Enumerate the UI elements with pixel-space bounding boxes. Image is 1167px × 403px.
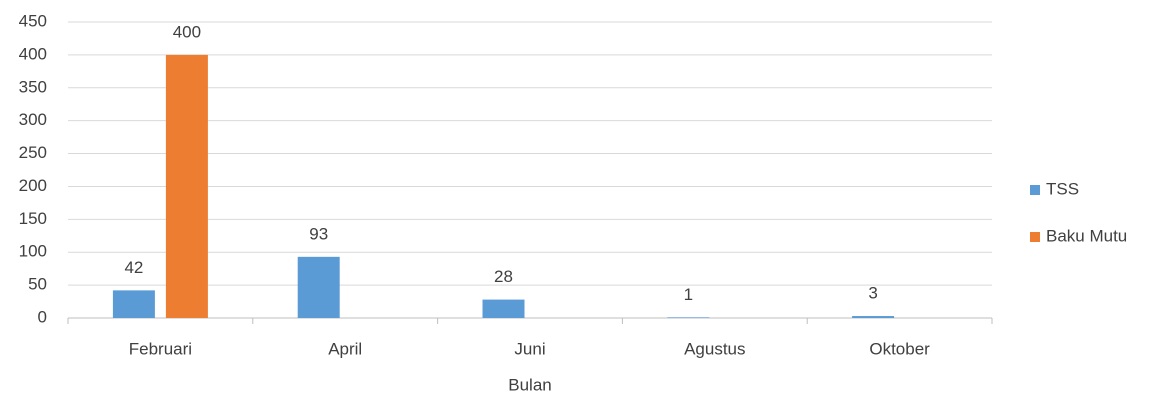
y-tick-label: 400 — [19, 44, 47, 63]
bar — [165, 54, 208, 319]
data-label: 28 — [494, 267, 513, 286]
data-label: 3 — [868, 284, 877, 303]
x-axis-title: Bulan — [508, 375, 551, 394]
x-tick-label: Agustus — [684, 339, 745, 358]
legend-swatch — [1030, 232, 1040, 242]
y-tick-label: 300 — [19, 110, 47, 129]
y-tick-label: 100 — [19, 242, 47, 261]
data-label: 1 — [684, 285, 693, 304]
y-tick-label: 350 — [19, 77, 47, 96]
bar — [852, 316, 895, 318]
y-tick-label: 0 — [38, 307, 47, 326]
y-tick-label: 200 — [19, 176, 47, 195]
y-tick-label: 150 — [19, 209, 47, 228]
legend-swatch — [1030, 185, 1040, 195]
bar — [482, 299, 525, 318]
bar — [297, 256, 340, 318]
y-tick-label: 250 — [19, 143, 47, 162]
bar — [112, 290, 155, 318]
legend-label: TSS — [1046, 179, 1079, 198]
legend-label: Baku Mutu — [1046, 226, 1127, 245]
x-tick-label: Juni — [514, 339, 545, 358]
x-tick-label: April — [328, 339, 362, 358]
y-tick-label: 50 — [28, 275, 47, 294]
x-tick-label: Februari — [129, 339, 192, 358]
bar — [667, 317, 710, 318]
data-label: 42 — [124, 258, 143, 277]
x-tick-label: Oktober — [869, 339, 930, 358]
y-tick-label: 450 — [19, 11, 47, 30]
data-label: 400 — [173, 22, 201, 41]
data-label: 93 — [309, 224, 328, 243]
